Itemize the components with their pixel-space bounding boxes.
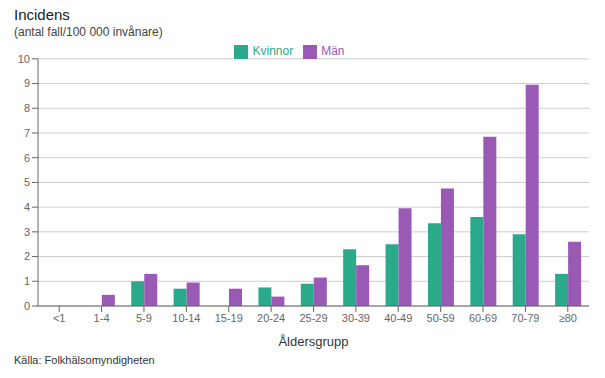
html-text:Män: Män (321, 44, 345, 58)
svg-text:5-9: 5-9 (136, 312, 152, 324)
svg-text:Åldersgrupp: Åldersgrupp (278, 334, 348, 349)
svg-text:<1: <1 (53, 312, 66, 324)
html-text:Källa: Folkhälsomyndigheten: Källa: Folkhälsomyndigheten (14, 354, 155, 366)
svg-text:≥80: ≥80 (559, 312, 577, 324)
svg-text:1-4: 1-4 (94, 312, 110, 324)
svg-text:9: 9 (24, 77, 30, 89)
svg-text:60-69: 60-69 (469, 312, 497, 324)
html-text:Incidens: Incidens (14, 6, 70, 23)
svg-text:3: 3 (24, 226, 30, 238)
html-text:(antal fall/100 000 invånare): (antal fall/100 000 invånare) (14, 25, 163, 39)
svg-text:25-29: 25-29 (299, 312, 327, 324)
svg-text:50-59: 50-59 (427, 312, 455, 324)
svg-text:6: 6 (24, 152, 30, 164)
svg-text:15-19: 15-19 (215, 312, 243, 324)
html-text:Kvinnor: Kvinnor (252, 44, 294, 58)
svg-text:4: 4 (24, 201, 30, 213)
svg-text:30-39: 30-39 (342, 312, 370, 324)
svg-text:0: 0 (24, 300, 30, 312)
svg-text:7: 7 (24, 127, 30, 139)
svg-text:5: 5 (24, 176, 30, 188)
svg-text:8: 8 (24, 102, 30, 114)
svg-text:20-24: 20-24 (257, 312, 285, 324)
svg-text:70-79: 70-79 (511, 312, 539, 324)
svg-text:2: 2 (24, 250, 30, 262)
svg-text:10: 10 (18, 53, 30, 65)
svg-text:10-14: 10-14 (172, 312, 200, 324)
svg-text:1: 1 (24, 275, 30, 287)
svg-text:40-49: 40-49 (384, 312, 412, 324)
